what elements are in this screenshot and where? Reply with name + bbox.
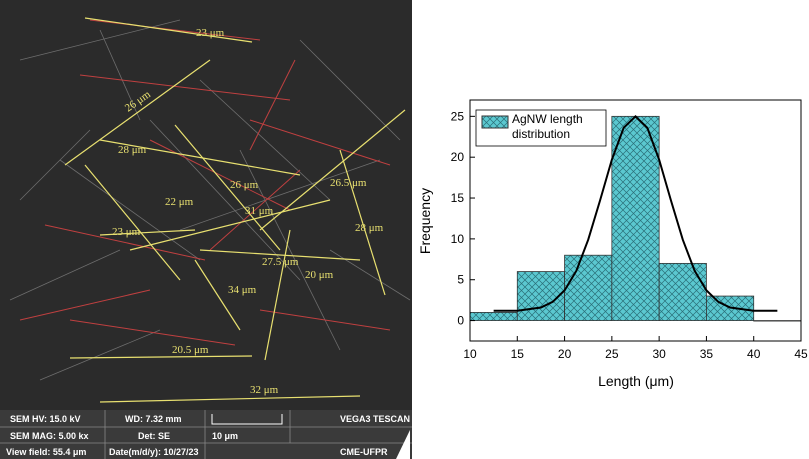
y-tick-label: 20 bbox=[451, 150, 465, 164]
x-axis-label: Length (μm) bbox=[598, 373, 674, 389]
x-tick-label: 40 bbox=[747, 347, 761, 361]
length-label: 34 μm bbox=[228, 284, 257, 296]
x-tick-label: 30 bbox=[652, 347, 666, 361]
length-label: 22 μm bbox=[165, 196, 194, 208]
length-label: 26.5 μm bbox=[330, 177, 367, 189]
x-tick-label: 10 bbox=[463, 347, 477, 361]
info-text: Date(m/d/y): 10/27/23 bbox=[109, 447, 199, 457]
y-axis-label: Frequency bbox=[417, 188, 433, 254]
bar bbox=[612, 116, 659, 320]
length-label: 23 μm bbox=[196, 27, 225, 39]
info-text: View field: 55.4 μm bbox=[6, 447, 86, 457]
info-text: VEGA3 TESCAN bbox=[340, 414, 410, 424]
info-bar: SEM HV: 15.0 kV WD: 7.32 mm VEGA3 TESCAN… bbox=[0, 410, 412, 459]
info-text: SEM HV: 15.0 kV bbox=[10, 414, 81, 424]
length-label: 20 μm bbox=[305, 269, 334, 281]
micrograph: 23 μm 26 μm 28 μm 26 μm 26.5 μm 22 μm 31… bbox=[0, 0, 412, 410]
info-text: WD: 7.32 mm bbox=[125, 414, 182, 424]
x-tick-label: 35 bbox=[700, 347, 714, 361]
length-label: 20.5 μm bbox=[172, 344, 209, 356]
x-tick-label: 45 bbox=[794, 347, 808, 361]
x-tick-label: 20 bbox=[558, 347, 572, 361]
length-label: 23 μm bbox=[112, 226, 141, 238]
length-label: 28 μm bbox=[355, 222, 384, 234]
info-text: CME-UFPR bbox=[340, 447, 388, 457]
bar bbox=[754, 321, 801, 322]
info-text: SEM MAG: 5.00 kx bbox=[10, 431, 89, 441]
y-tick-label: 5 bbox=[457, 273, 464, 287]
length-label: 31 μm bbox=[245, 205, 274, 217]
x-tick-label: 15 bbox=[511, 347, 525, 361]
bar bbox=[659, 263, 706, 320]
legend-swatch bbox=[482, 116, 508, 128]
figure: 23 μm 26 μm 28 μm 26 μm 26.5 μm 22 μm 31… bbox=[0, 0, 809, 459]
y-tick-label: 0 bbox=[457, 314, 464, 328]
info-text: 10 μm bbox=[212, 431, 238, 441]
length-label: 32 μm bbox=[250, 384, 279, 396]
bar bbox=[470, 312, 517, 320]
x-tick-label: 25 bbox=[605, 347, 619, 361]
y-tick-label: 10 bbox=[451, 232, 465, 246]
length-label: 28 μm bbox=[118, 144, 147, 156]
length-label: 27.5 μm bbox=[262, 256, 299, 268]
y-tick-label: 25 bbox=[451, 109, 465, 123]
bar bbox=[565, 255, 612, 320]
info-text: Det: SE bbox=[138, 431, 170, 441]
legend-entry: AgNW length distribution bbox=[512, 112, 604, 146]
y-tick-label: 15 bbox=[451, 191, 465, 205]
length-label: 26 μm bbox=[230, 179, 259, 191]
legend-text: AgNW length distribution bbox=[512, 112, 604, 142]
